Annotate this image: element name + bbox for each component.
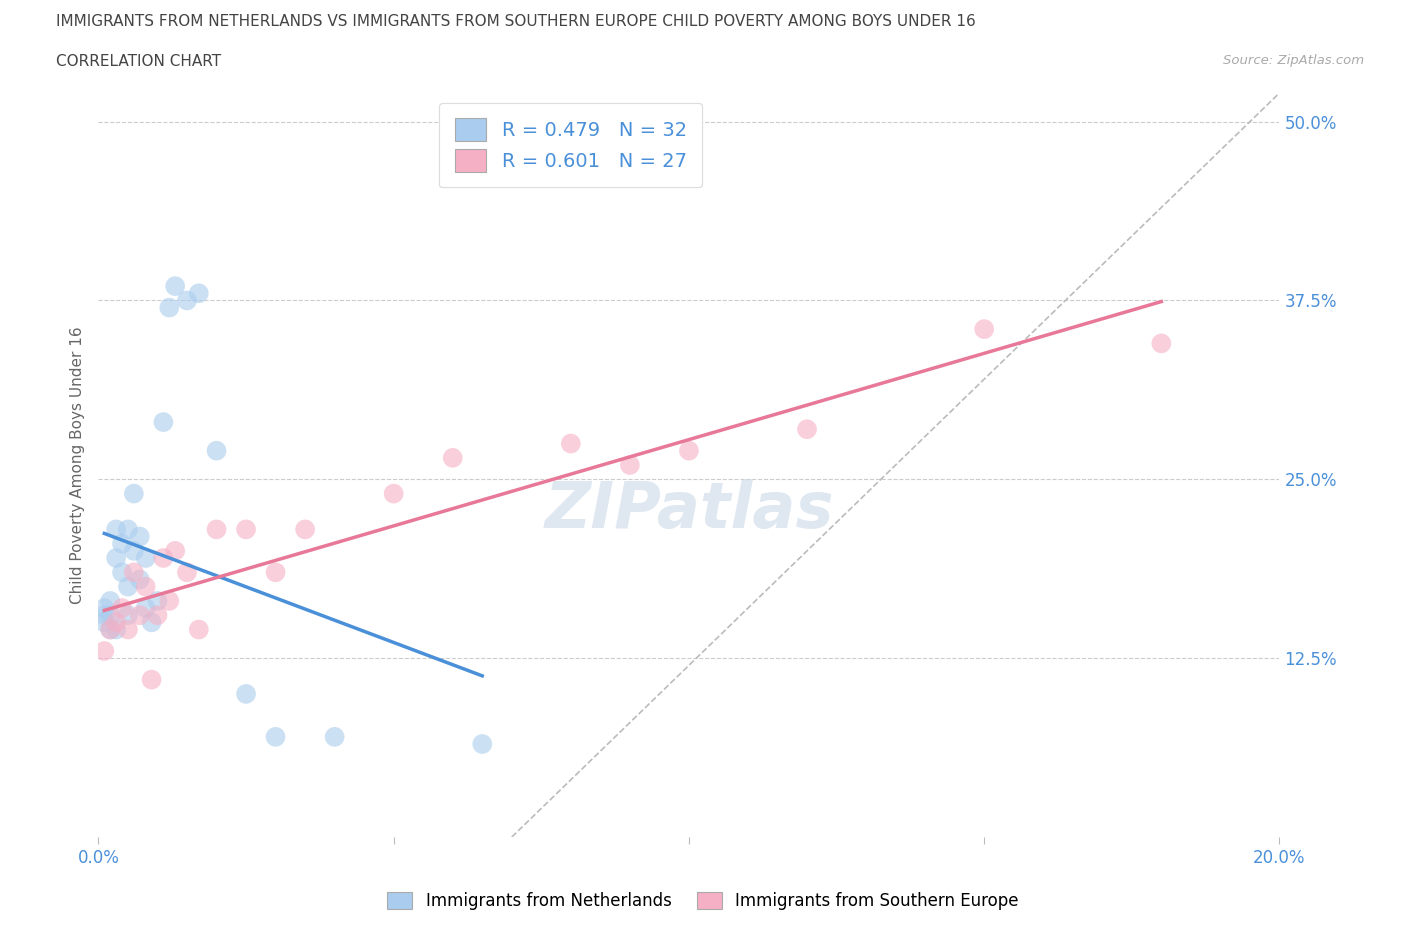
Point	[111, 537, 134, 551]
Point	[796, 422, 818, 437]
Point	[176, 565, 198, 579]
Point	[93, 615, 115, 630]
Text: Source: ZipAtlas.com: Source: ZipAtlas.com	[1223, 54, 1364, 67]
Point	[93, 608, 115, 623]
Point	[973, 322, 995, 337]
Point	[294, 522, 316, 537]
Point	[117, 579, 139, 594]
Text: CORRELATION CHART: CORRELATION CHART	[56, 54, 221, 69]
Point	[471, 737, 494, 751]
Point	[105, 522, 128, 537]
Point	[105, 615, 128, 630]
Point	[205, 522, 228, 537]
Point	[165, 543, 187, 558]
Point	[264, 565, 287, 579]
Point	[98, 608, 121, 623]
Point	[98, 622, 121, 637]
Point	[176, 293, 198, 308]
Point	[128, 608, 150, 623]
Text: IMMIGRANTS FROM NETHERLANDS VS IMMIGRANTS FROM SOUTHERN EUROPE CHILD POVERTY AMO: IMMIGRANTS FROM NETHERLANDS VS IMMIGRANT…	[56, 14, 976, 29]
Point	[117, 608, 139, 623]
Point	[157, 300, 180, 315]
Point	[382, 486, 405, 501]
Point	[135, 601, 157, 616]
Point	[122, 565, 145, 579]
Point	[146, 608, 169, 623]
Point	[619, 458, 641, 472]
Legend: Immigrants from Netherlands, Immigrants from Southern Europe: Immigrants from Netherlands, Immigrants …	[381, 885, 1025, 917]
Point	[157, 593, 180, 608]
Point	[323, 729, 346, 744]
Point	[117, 622, 139, 637]
Point	[128, 572, 150, 587]
Point	[235, 686, 257, 701]
Point	[441, 450, 464, 465]
Point	[135, 551, 157, 565]
Point	[678, 444, 700, 458]
Point	[111, 601, 134, 616]
Point	[205, 444, 228, 458]
Legend: R = 0.479   N = 32, R = 0.601   N = 27: R = 0.479 N = 32, R = 0.601 N = 27	[440, 102, 702, 188]
Point	[1150, 336, 1173, 351]
Point	[152, 551, 174, 565]
Point	[93, 601, 115, 616]
Point	[135, 579, 157, 594]
Point	[146, 593, 169, 608]
Point	[98, 622, 121, 637]
Point	[235, 522, 257, 537]
Point	[560, 436, 582, 451]
Point	[122, 543, 145, 558]
Point	[152, 415, 174, 430]
Point	[105, 622, 128, 637]
Point	[187, 286, 209, 300]
Point	[165, 279, 187, 294]
Point	[141, 672, 163, 687]
Point	[128, 529, 150, 544]
Point	[264, 729, 287, 744]
Point	[105, 551, 128, 565]
Point	[187, 622, 209, 637]
Point	[141, 615, 163, 630]
Point	[122, 486, 145, 501]
Point	[93, 644, 115, 658]
Text: ZIPatlas: ZIPatlas	[544, 479, 834, 540]
Point	[117, 522, 139, 537]
Point	[111, 565, 134, 579]
Y-axis label: Child Poverty Among Boys Under 16: Child Poverty Among Boys Under 16	[69, 326, 84, 604]
Point	[98, 593, 121, 608]
